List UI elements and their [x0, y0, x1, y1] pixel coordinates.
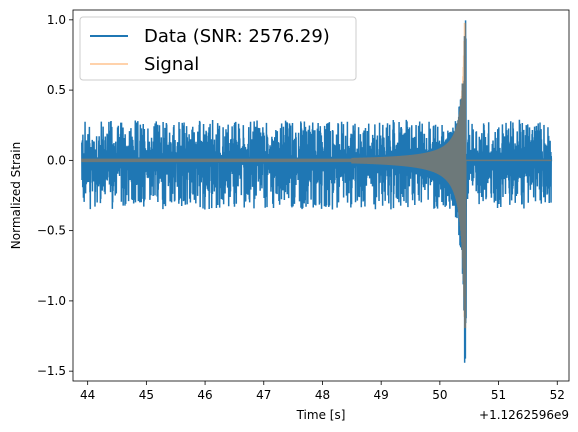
y-tick-label: −0.5: [37, 224, 66, 238]
x-tick-label: 49: [374, 388, 389, 402]
x-tick-label: 51: [491, 388, 506, 402]
x-axis-label: Time [s]: [296, 408, 346, 422]
legend-label-data: Data (SNR: 2576.29): [144, 26, 330, 47]
plot-frame: [72, 9, 570, 382]
series-line-data: [81, 20, 553, 363]
series-layer: [81, 20, 553, 363]
legend-box: [79, 16, 357, 81]
y-tick-label: −1.5: [37, 364, 66, 378]
x-tick-label: 52: [550, 388, 565, 402]
x-tick-label: 46: [197, 388, 212, 402]
y-tick-label: −1.0: [37, 294, 66, 308]
x-offset-label: +1.1262596e9: [479, 408, 569, 422]
x-tick-label: 48: [315, 388, 330, 402]
y-tick-label: 0.0: [47, 153, 66, 167]
legend: Data (SNR: 2576.29) Signal: [79, 16, 357, 81]
series-line-signal: [81, 22, 552, 329]
x-tick-label: 47: [256, 388, 271, 402]
y-axis-label: Normalized Strain: [9, 142, 23, 249]
y-tick-label: 0.5: [47, 83, 66, 97]
legend-label-signal: Signal: [144, 54, 199, 75]
x-tick-label: 45: [139, 388, 154, 402]
x-axis: 44 45 46 47 48 49 50 51 52: [80, 381, 565, 402]
y-tick-label: 1.0: [47, 13, 66, 27]
x-tick-label: 50: [432, 388, 447, 402]
x-tick-label: 44: [80, 388, 95, 402]
y-axis: −1.5 −1.0 −0.5 0.0 0.5 1.0: [37, 13, 73, 378]
